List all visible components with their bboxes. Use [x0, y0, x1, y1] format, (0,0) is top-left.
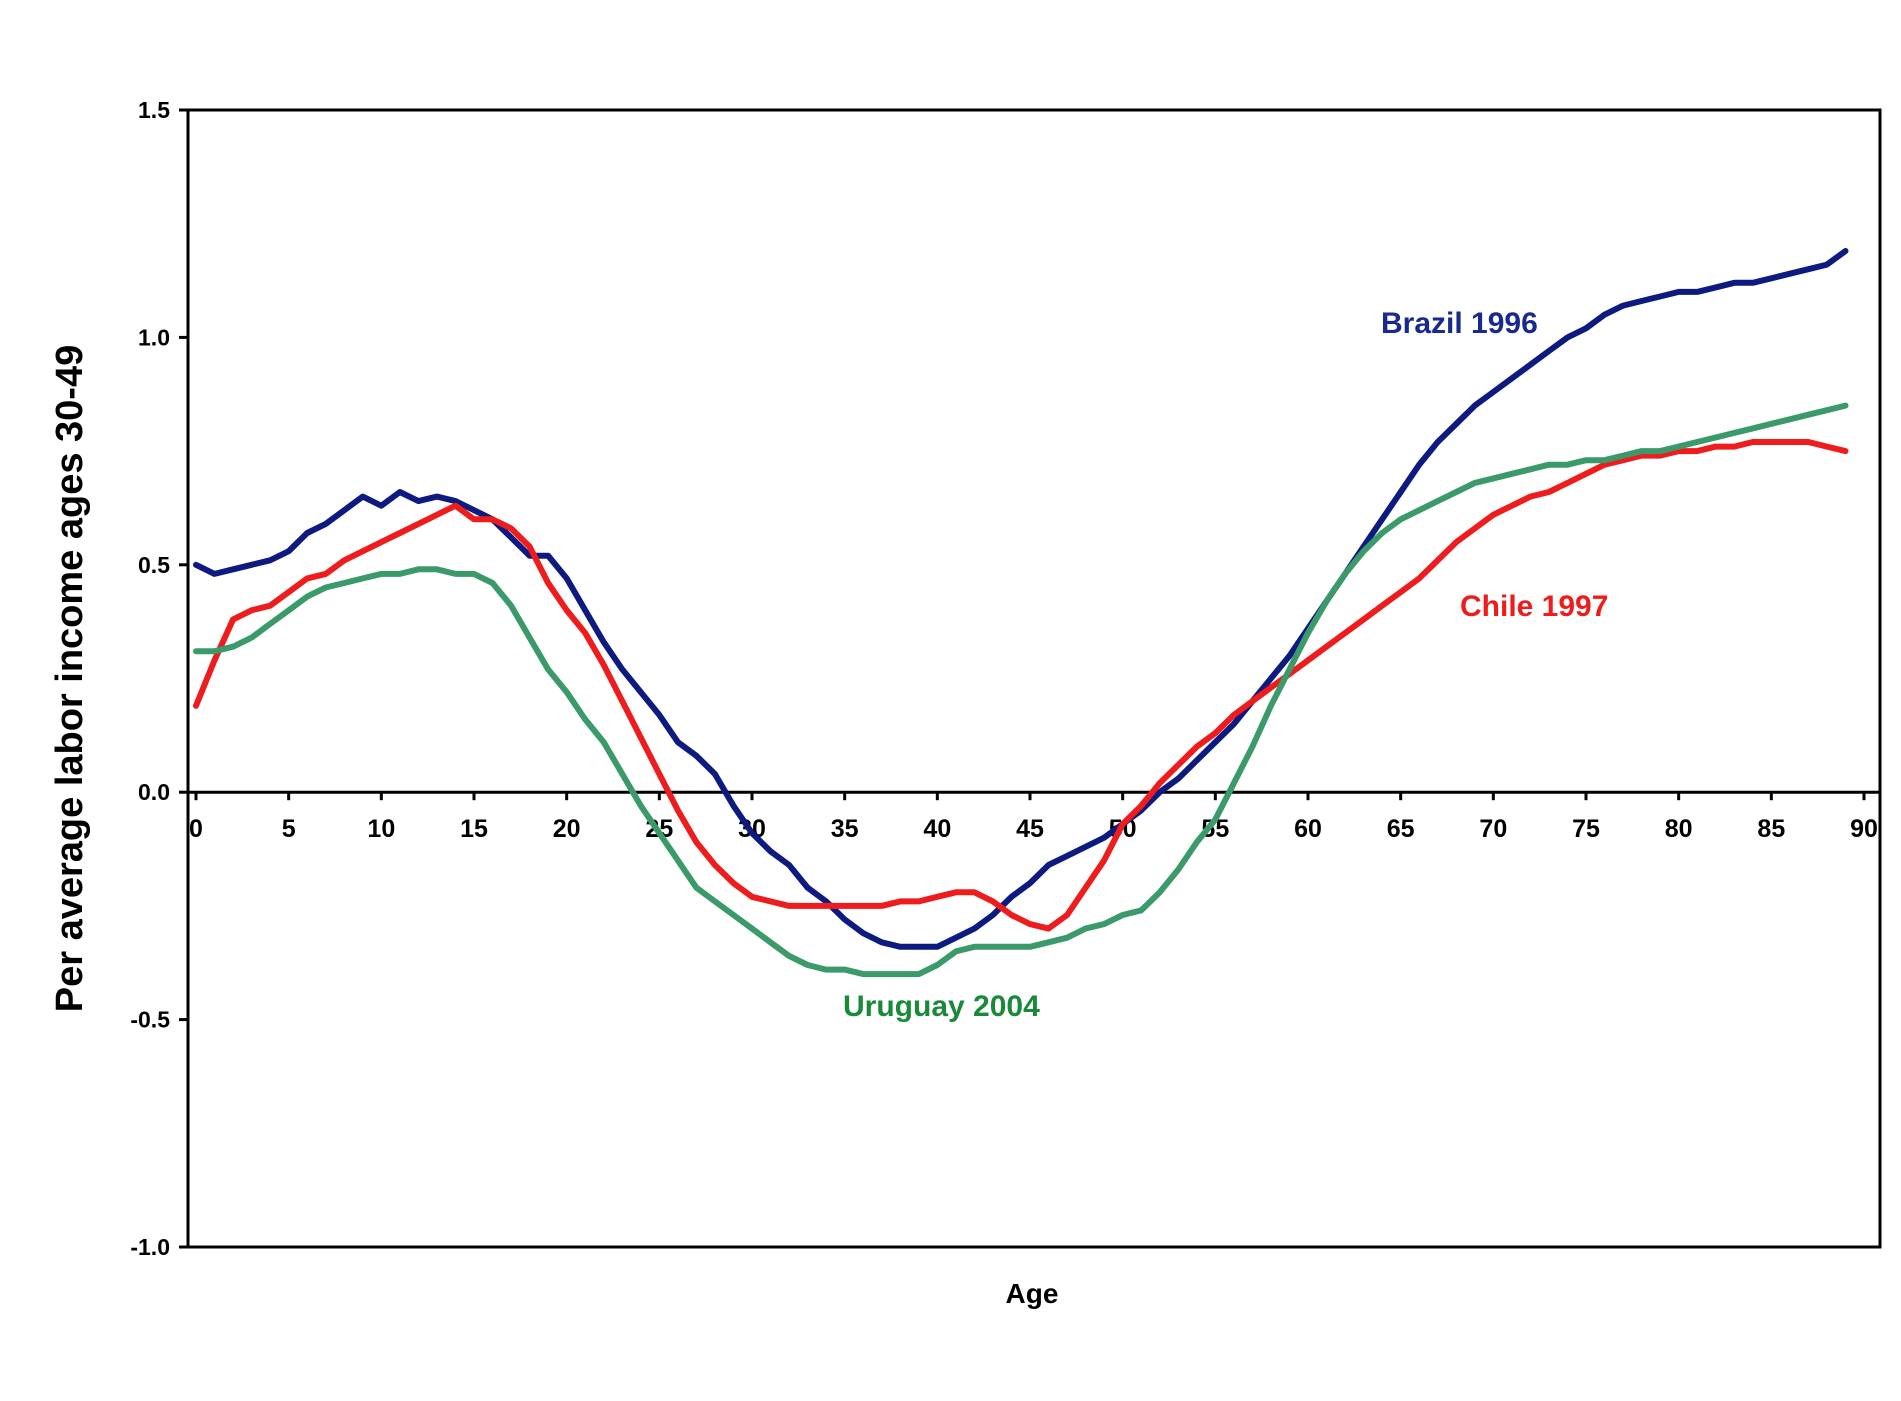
x-tick-label: 60: [1294, 815, 1322, 843]
series-label-uruguay: Uruguay 2004: [843, 990, 1040, 1023]
x-tick-label: 75: [1572, 815, 1600, 843]
series-label-chile: Chile 1997: [1460, 590, 1608, 623]
y-axis: -1.0 -0.5 0.0 0.5 1.0 1.5: [130, 97, 188, 1260]
x-tick-label: 15: [460, 815, 488, 843]
plot-border: [186, 108, 1882, 1249]
y-axis-title: Per average labor income ages 30-49: [49, 345, 91, 1012]
x-tick-label: 0: [189, 815, 203, 843]
x-axis: 0 5 10 15 20 25 30 35 40 45 50 55 60 65 70 75 80 85 90: [189, 792, 1878, 843]
x-tick-label: 40: [923, 815, 951, 843]
x-tick-label: 10: [367, 815, 395, 843]
x-tick-label: 45: [1016, 815, 1044, 843]
series-line-brazil: [193, 248, 1849, 950]
x-tick-label: 85: [1757, 815, 1785, 843]
plot-area: [186, 108, 1882, 1249]
y-tick-label: 0.0: [138, 779, 170, 805]
series-line-chile: [193, 439, 1849, 932]
x-tick-label: 20: [553, 815, 581, 843]
series-group: [193, 248, 1849, 978]
y-tick-label: 0.5: [138, 552, 170, 578]
y-tick-label: -1.0: [130, 1234, 170, 1260]
series-line-uruguay: [193, 402, 1849, 978]
x-tick-label: 70: [1479, 815, 1507, 843]
x-tick-label: 5: [282, 815, 296, 843]
series-label-brazil: Brazil 1996: [1381, 307, 1538, 340]
y-tick-label: 1.5: [138, 97, 170, 123]
x-tick-label: 90: [1850, 815, 1878, 843]
x-axis-title: Age: [1006, 1278, 1059, 1309]
x-tick-label: 80: [1665, 815, 1693, 843]
y-tick-label: 1.0: [138, 324, 170, 350]
x-tick-label: 35: [831, 815, 859, 843]
x-tick-label: 65: [1387, 815, 1415, 843]
series-label-group: Brazil 1996 Chile 1997 Uruguay 2004: [843, 307, 1608, 1023]
y-tick-label: -0.5: [130, 1007, 170, 1033]
